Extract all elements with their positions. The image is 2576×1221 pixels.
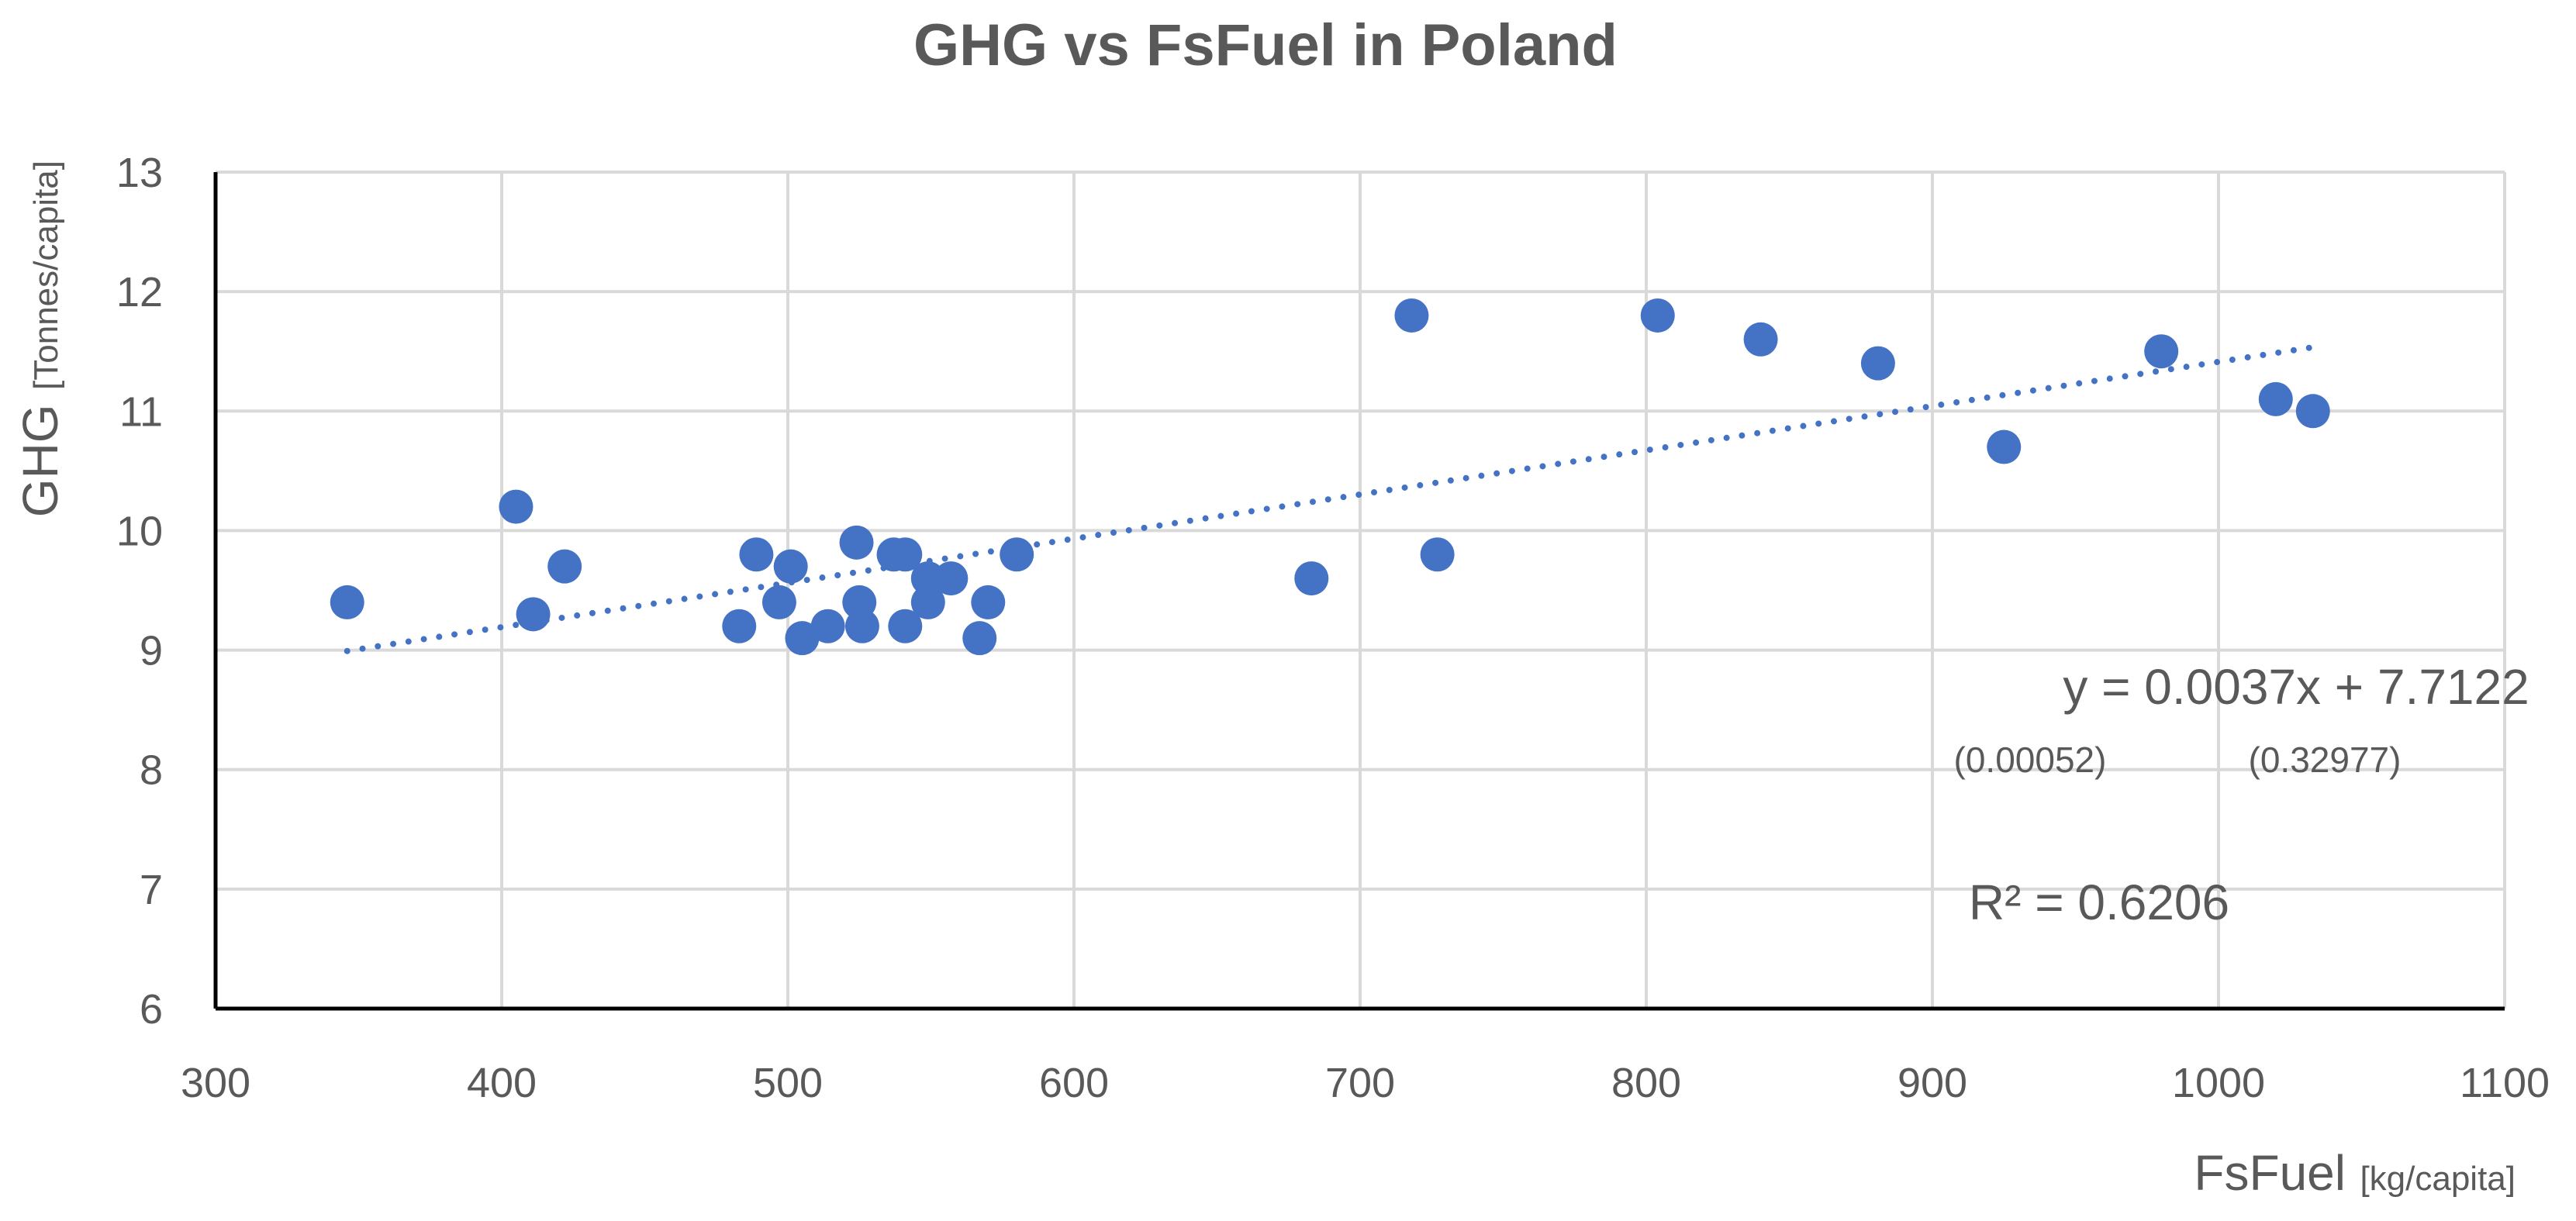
data-point: [810, 609, 845, 643]
x-tick-label: 700: [1325, 1060, 1395, 1106]
data-point: [761, 585, 796, 619]
data-point: [1987, 429, 2022, 464]
x-tick-label: 300: [181, 1060, 250, 1106]
x-tick-label: 1100: [2460, 1060, 2550, 1106]
x-tick-label: 400: [467, 1060, 537, 1106]
data-point: [516, 597, 551, 632]
y-tick-labels: 6 7 8 9 10 11 12 13: [116, 150, 163, 1033]
data-point: [1860, 346, 1895, 381]
y-tick-label: 13: [116, 150, 163, 196]
data-point: [910, 585, 945, 619]
data-point: [888, 609, 923, 643]
y-tick-label: 8: [140, 747, 163, 794]
data-point: [971, 585, 1006, 619]
trendline: [344, 343, 2316, 654]
y-tick-label: 7: [140, 867, 163, 913]
data-point: [962, 621, 997, 656]
data-point: [1394, 298, 1429, 333]
data-point: [934, 561, 969, 596]
data-point: [1640, 298, 1675, 333]
data-point: [330, 585, 364, 619]
data-point: [1000, 537, 1034, 572]
y-axis-label: GHG: [12, 404, 68, 517]
x-tick-label: 500: [753, 1060, 823, 1106]
y-axis-title: GHG [Tonnes/capita]: [12, 160, 68, 517]
data-point: [1294, 561, 1329, 596]
y-tick-label: 12: [116, 269, 163, 316]
y-tick-label: 6: [140, 986, 163, 1033]
x-axis-label: FsFuel: [2194, 1145, 2346, 1201]
axes: [213, 172, 2505, 1011]
y-tick-label: 9: [140, 628, 163, 674]
data-point: [2258, 381, 2293, 416]
data-point: [1420, 537, 1455, 572]
data-points: [330, 298, 2330, 656]
data-point: [839, 525, 874, 560]
y-tick-label: 10: [116, 508, 163, 554]
data-point: [785, 621, 820, 656]
trendline-equation: y = 0.0037x + 7.7122: [2063, 659, 2529, 715]
x-tick-label: 600: [1039, 1060, 1109, 1106]
data-point: [547, 549, 582, 584]
y-axis-unit: [Tonnes/capita]: [27, 160, 65, 390]
data-point: [888, 537, 923, 572]
data-point: [844, 609, 879, 643]
data-point: [2295, 394, 2330, 429]
intercept-standard-error: (0.32977): [2249, 740, 2402, 780]
chart-title: GHG vs FsFuel in Poland: [913, 12, 1618, 78]
data-point: [2144, 334, 2179, 369]
trendline-group: [344, 343, 2316, 654]
data-point: [773, 549, 808, 584]
data-point: [499, 489, 534, 524]
x-tick-label: 800: [1611, 1060, 1681, 1106]
slope-standard-error: (0.00052): [1954, 740, 2107, 780]
data-point: [739, 537, 774, 572]
data-point: [722, 609, 757, 643]
y-tick-label: 11: [119, 388, 163, 435]
data-point: [1743, 322, 1778, 357]
x-axis-unit: [kg/capita]: [2360, 1160, 2516, 1198]
r-squared-label: R² = 0.6206: [1969, 874, 2229, 930]
x-tick-labels: 300 400 500 600 700 800 900 1000 1100: [181, 1060, 2550, 1106]
x-axis-title: FsFuel [kg/capita]: [2194, 1145, 2516, 1201]
x-tick-label: 1000: [2172, 1060, 2265, 1106]
x-tick-label: 900: [1897, 1060, 1967, 1106]
